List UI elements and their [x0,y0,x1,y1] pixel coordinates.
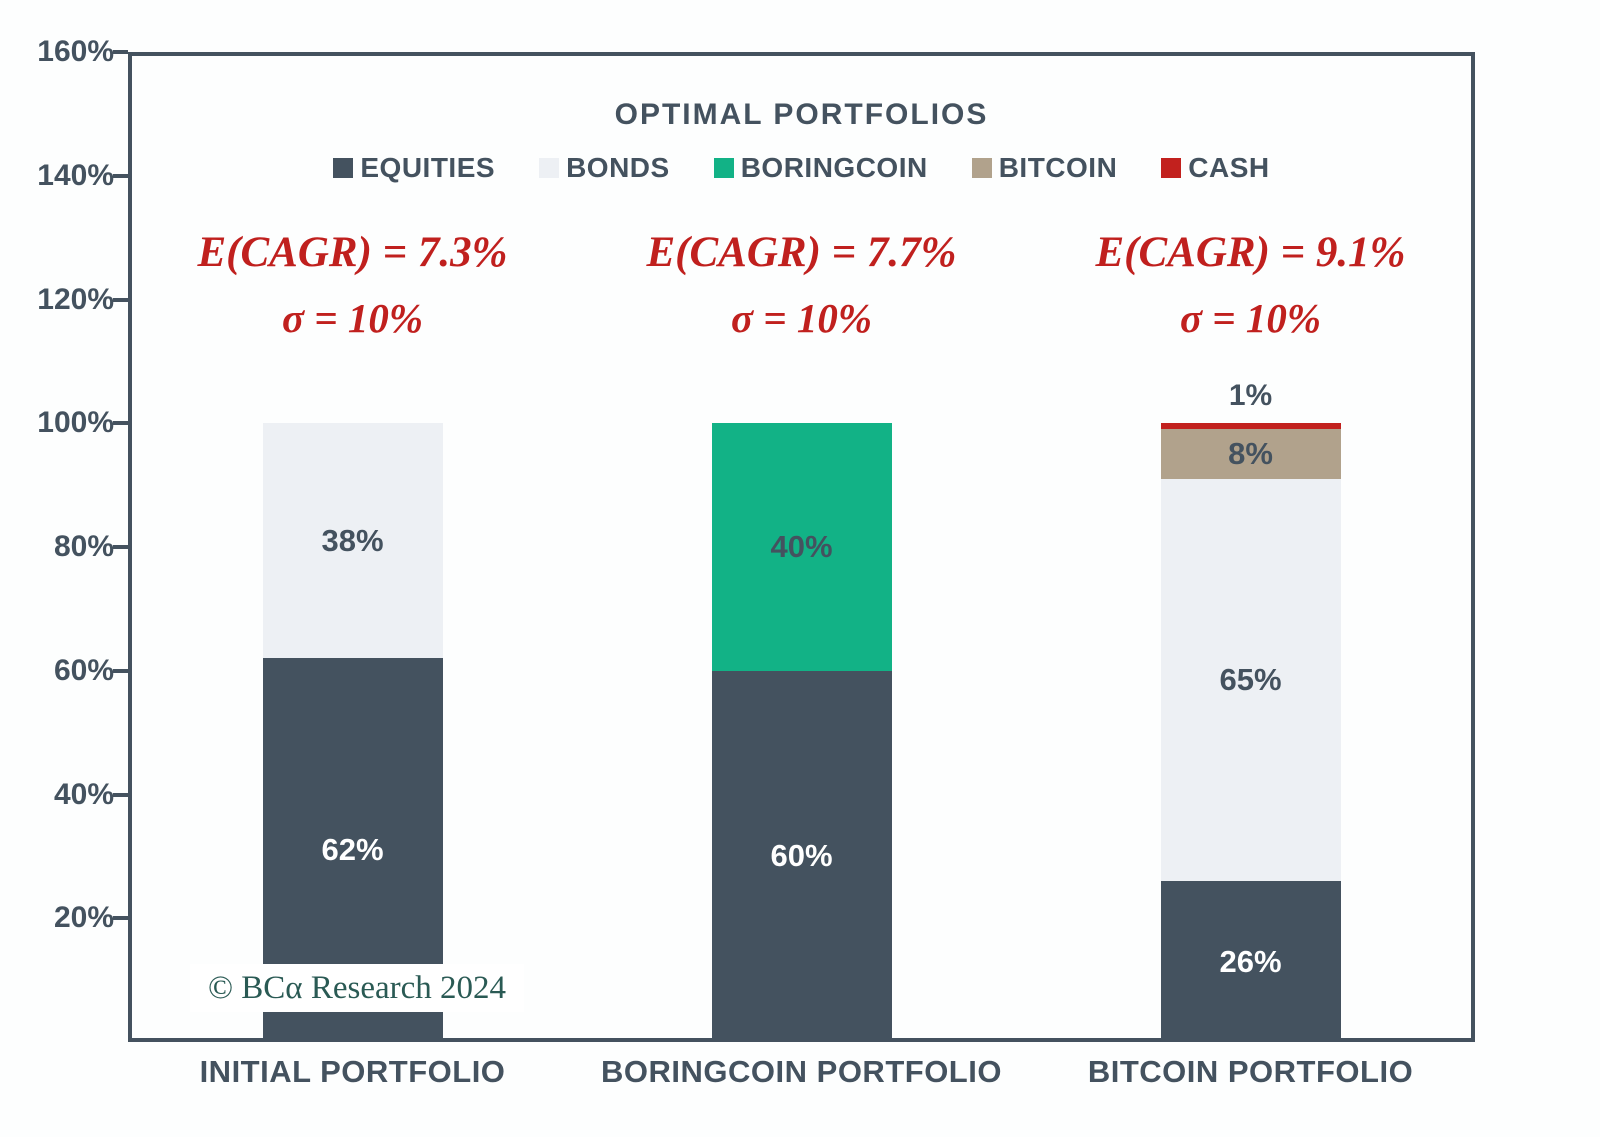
data-label-bonds: 65% [1219,662,1282,698]
y-tick-label: 120% [37,282,114,316]
legend-swatch-cash-icon [1161,158,1182,178]
bar-segment-cash [1160,423,1341,430]
legend-item-equities: EQUITIES [333,152,495,184]
annotation-initial-portfolio: E(CAGR) = 7.3% σ = 10% [198,228,508,342]
y-tick-mark [113,668,128,673]
data-label-bonds: 38% [321,522,384,558]
y-tick-mark [113,916,128,921]
y-tick-label: 160% [37,35,114,68]
y-tick-label: 80% [53,530,114,563]
annotation-sigma: σ = 10% [730,295,873,341]
annotation-boringcoin-portfolio: E(CAGR) = 7.7% σ = 10% [647,228,957,342]
copyright-watermark: © BCα Research 2024 [190,964,524,1012]
annotation-cagr: E(CAGR) = 7.3% [197,229,508,276]
y-tick-mark [113,297,128,302]
y-tick-label: 40% [53,777,114,811]
legend-item-boringcoin: BORINGCOIN [713,152,928,184]
x-tick-label-initial-portfolio: INITIAL PORTFOLIO [199,1054,506,1089]
bar-segment-bonds: 38% [262,423,443,659]
legend-item-bitcoin: BITCOIN [971,152,1118,184]
y-tick-label: 140% [37,158,114,192]
y-tick-label: 100% [37,406,114,440]
bar-segment-bitcoin: 8% [1160,429,1341,479]
legend-swatch-bonds-icon [539,158,560,178]
y-tick-mark [113,792,128,797]
data-label-equities: 60% [770,838,833,874]
y-tick-mark [113,421,128,426]
bar-segment-bonds: 65% [1160,478,1341,882]
data-label-equities: 26% [1219,943,1282,979]
annotation-bitcoin-portfolio: E(CAGR) = 9.1% σ = 10% [1096,228,1406,342]
x-tick-label-bitcoin-portfolio: BITCOIN PORTFOLIO [1087,1054,1414,1089]
bar-segment-equities: 60% [711,670,892,1042]
data-label-boringcoin: 40% [770,529,833,564]
y-tick-label: 60% [53,653,114,687]
x-tick-label-boringcoin-portfolio: BORINGCOIN PORTFOLIO [601,1054,1002,1089]
legend-label: BITCOIN [998,152,1118,183]
legend-item-cash: CASH [1161,152,1269,184]
data-label-cash: 1% [1228,379,1273,413]
legend-item-bonds: BONDS [539,152,670,184]
y-tick-mark [113,545,128,549]
bar-segment-boringcoin: 40% [711,423,892,671]
y-tick-mark [113,50,128,54]
legend-swatch-equities-icon [333,158,354,178]
bar-segment-equities: 26% [1160,881,1341,1042]
legend-swatch-bitcoin-icon [971,158,992,178]
legend-label: CASH [1188,152,1270,183]
legend-label: BORINGCOIN [740,152,928,183]
legend-label: EQUITIES [360,152,496,183]
data-label-bitcoin: 8% [1228,436,1273,472]
annotation-cagr: E(CAGR) = 7.7% [646,229,957,276]
annotation-sigma: σ = 10% [281,295,424,341]
annotation-sigma: σ = 10% [1179,295,1322,341]
legend: EQUITIES BONDS BORINGCOIN BITCOIN CASH [128,152,1475,184]
chart-title: OPTIMAL PORTFOLIOS [614,98,989,131]
y-tick-label: 20% [53,901,114,935]
annotation-cagr: E(CAGR) = 9.1% [1095,229,1406,276]
legend-label: BONDS [566,152,670,183]
legend-swatch-boringcoin-icon [713,158,734,178]
y-tick-mark [113,173,128,178]
data-label-equities: 62% [321,832,384,868]
